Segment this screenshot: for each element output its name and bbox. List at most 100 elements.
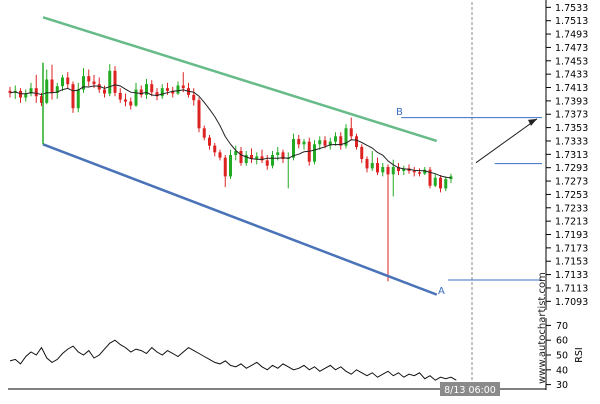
price-tick-label: 1.7433 [555,70,588,81]
candle-body [208,137,211,146]
candle-body [370,163,374,169]
candle-body [108,70,112,94]
price-tick-label: 1.7453 [555,56,588,67]
rsi-group [9,339,457,381]
candle-body [171,90,175,94]
candle-body [176,85,180,94]
candles-group [8,64,453,282]
candle-body [244,154,248,164]
candle-body [118,92,122,100]
candle-body [271,154,274,166]
candle-body [334,136,337,142]
moving-average-group [9,84,452,179]
rsi-tick-label: 40 [556,365,568,376]
candle-body [71,84,75,109]
point-label-b: B [396,107,403,118]
candle-body [82,76,85,90]
candle-body [34,88,38,97]
candle-body [8,90,12,93]
candle-body [50,79,54,93]
candle-body [355,136,358,147]
candle-body [229,154,232,177]
candle-body [297,138,301,145]
candle-body [139,89,143,95]
candle-body [45,79,49,103]
upper-channel-line [42,16,438,143]
price-tick-label: 1.7233 [555,203,588,214]
candle-body [444,179,448,189]
candle-body [29,88,33,94]
candle-body [281,152,285,160]
price-tick-label: 1.7193 [555,230,588,241]
candle-body [365,159,369,169]
moving-average-line [9,84,452,179]
price-tick-label: 1.7213 [555,217,588,228]
candle-body [97,84,101,90]
candle-body [433,177,437,186]
candle-body [360,146,364,160]
candle-body [223,157,227,177]
candle-body [439,177,442,189]
rsi-tick-label: 60 [556,336,568,347]
price-tick-label: 1.7173 [555,243,588,254]
candle-body [76,89,80,109]
candle-body [66,77,70,85]
time-label: 8/13 06:00 [444,385,496,396]
candle-body [213,145,217,153]
candle-body [260,156,264,161]
candle-body [160,88,164,97]
candle-body [55,86,59,93]
candle-body [218,152,222,158]
candle-body [276,152,280,155]
price-tick-label: 1.7133 [555,270,588,281]
price-tick-label: 1.7313 [555,150,588,161]
candle-body [87,76,91,82]
candle-body [386,167,390,175]
candle-body [397,167,400,172]
candle-body [391,167,395,175]
candle-body [376,163,379,173]
candle-body [40,96,43,103]
rsi-line [9,339,457,381]
rsi-tick-label: 70 [556,321,568,332]
price-tick-label: 1.7153 [555,257,588,268]
candle-body [145,84,148,95]
candle-body [313,144,316,162]
price-tick-label: 1.7113 [555,283,588,294]
candle-body [166,88,169,91]
price-tick-label: 1.7373 [555,110,588,121]
candle-body [302,141,306,145]
rsi-tick-label: 50 [556,351,568,362]
rsi-tick-label: 30 [556,380,568,391]
candle-body [265,160,269,166]
price-tick-label: 1.7533 [555,3,588,14]
candle-body [24,93,28,98]
candle-body [344,128,348,146]
candle-body [328,141,332,146]
pattern-overlay-group: BA [42,2,542,382]
price-tick-label: 1.7333 [555,136,588,147]
watermark: www.autochartist.com [537,272,548,384]
candle-body [239,150,243,164]
candle-body [418,172,421,174]
candle-body [250,154,253,160]
candle-body [412,171,416,173]
candle-body [339,136,343,146]
candle-body [181,85,185,89]
candle-body [113,70,117,93]
axes-group: 1.7533 1.7513 1.7493 1.7473 1.7453 1.7433 1.74… [8,0,588,391]
candle-body [92,81,96,85]
candle-body [150,84,154,93]
candle-body [202,128,206,138]
forecast-arrowhead [528,118,537,126]
price-tick-label: 1.7413 [555,83,588,94]
price-tick-label: 1.7493 [555,30,588,41]
price-tick-label: 1.7513 [555,16,588,27]
lower-channel-line [42,143,438,296]
candle-body [234,150,238,155]
price-tick-label: 1.7293 [555,163,588,174]
candle-body [381,167,385,173]
candle-body [124,99,127,102]
